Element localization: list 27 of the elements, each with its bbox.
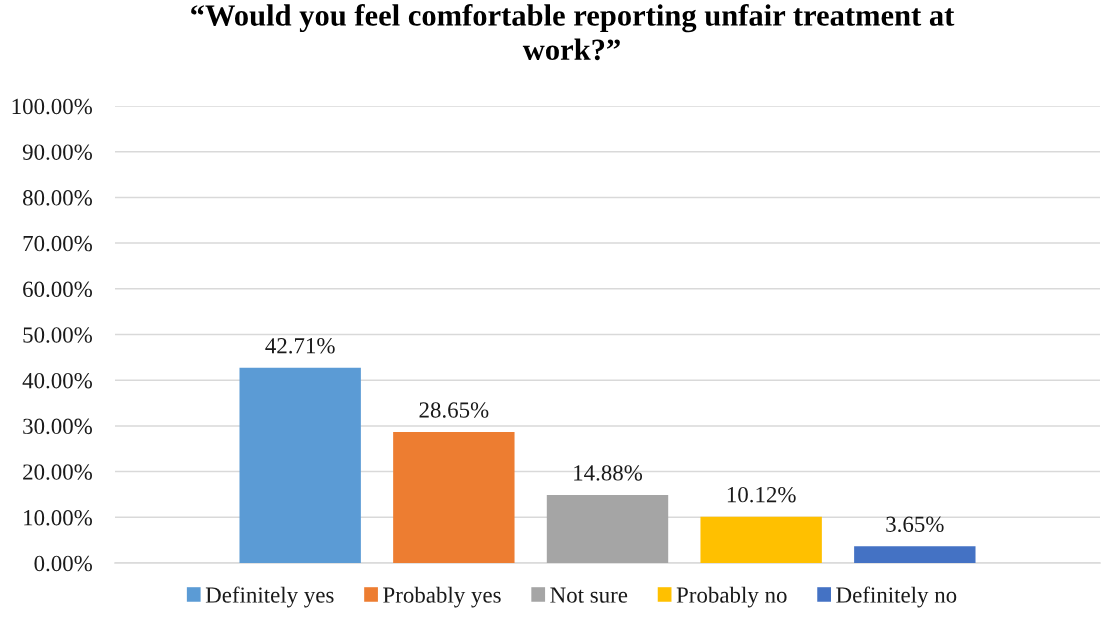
bar bbox=[854, 546, 976, 563]
data-label: 14.88% bbox=[574, 465, 643, 481]
legend-label: Definitely no bbox=[836, 586, 957, 608]
bar bbox=[546, 495, 669, 563]
y-tick-label: 70.00% bbox=[23, 235, 92, 252]
data-label: 28.65% bbox=[419, 402, 489, 418]
legend-label: Probably yes bbox=[383, 586, 501, 608]
y-tick-label: 80.00% bbox=[23, 190, 92, 206]
data-label: 42.71% bbox=[265, 337, 335, 354]
y-tick-label: 0.00% bbox=[34, 555, 92, 572]
y-tick-label: 40.00% bbox=[22, 372, 92, 389]
bar bbox=[700, 516, 822, 563]
bar bbox=[393, 432, 515, 563]
data-label: 3.65% bbox=[886, 516, 944, 533]
y-tick-label: 50.00% bbox=[23, 327, 92, 343]
y-tick-label: 60.00% bbox=[23, 281, 92, 298]
legend-label: Probably no bbox=[676, 586, 787, 608]
legend-label: Definitely yes bbox=[205, 586, 334, 608]
y-tick-label: 20.00% bbox=[23, 464, 92, 480]
chart-title: “Would you feel comfortable reporting unfair treatment at work?” bbox=[191, 4, 955, 61]
legend-label: Not sure bbox=[550, 587, 628, 603]
y-tick-label: 90.00% bbox=[22, 144, 92, 160]
y-tick-label: 100.00% bbox=[12, 98, 92, 115]
data-label: 10.12% bbox=[727, 486, 796, 503]
y-tick-label: 10.00% bbox=[24, 510, 92, 526]
bar bbox=[239, 367, 361, 563]
y-tick-label: 30.00% bbox=[23, 418, 92, 435]
